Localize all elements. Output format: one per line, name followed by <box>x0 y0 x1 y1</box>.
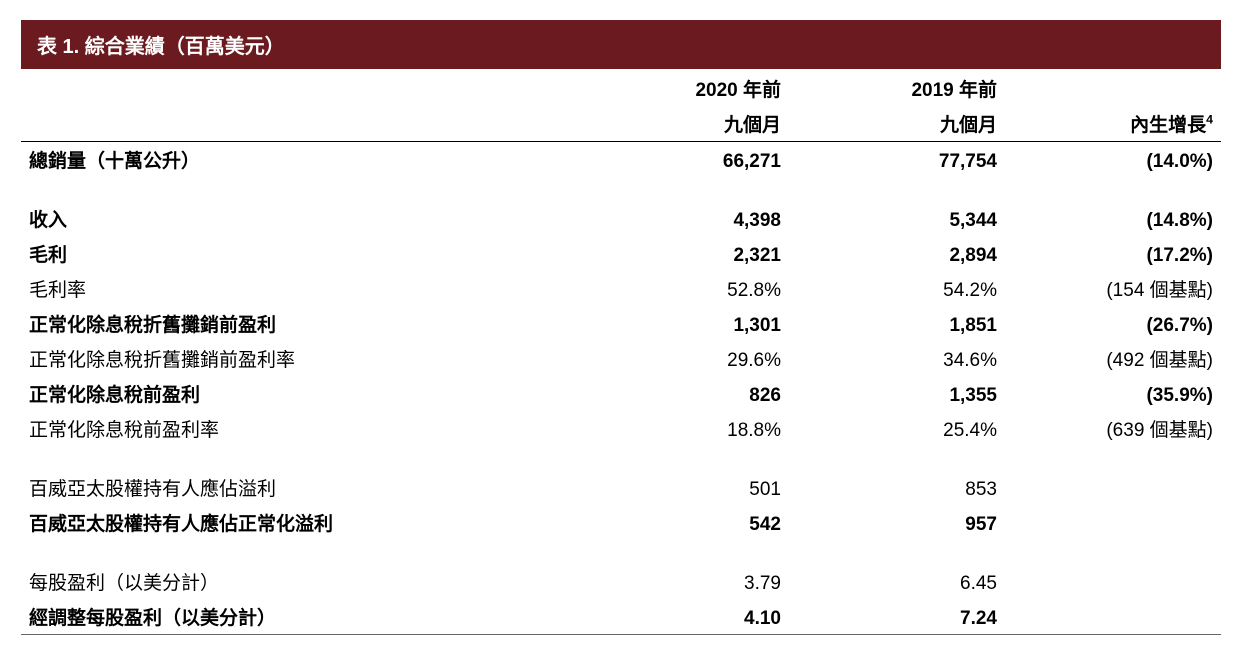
header-row-2: 九個月 九個月 內生增長4 <box>21 106 1221 142</box>
row-c1: 29.6% <box>573 341 789 376</box>
row-c3 <box>1005 564 1221 599</box>
table-row: 毛利率 52.8% 54.2% (154 個基點) <box>21 271 1221 306</box>
table-row: 正常化除息稅折舊攤銷前盈利率 29.6% 34.6% (492 個基點) <box>21 341 1221 376</box>
table-row: 毛利 2,321 2,894 (17.2%) <box>21 236 1221 271</box>
table-row: 百威亞太股權持有人應佔正常化溢利 542 957 <box>21 505 1221 540</box>
row-c2: 1,851 <box>789 306 1005 341</box>
spacer-row <box>21 446 1221 470</box>
row-label: 正常化除息稅前盈利 <box>21 376 573 411</box>
col3-header-l1 <box>1005 71 1221 106</box>
row-c3: (639 個基點) <box>1005 411 1221 446</box>
row-label: 正常化除息稅前盈利率 <box>21 411 573 446</box>
row-label: 毛利率 <box>21 271 573 306</box>
row-c3: (154 個基點) <box>1005 271 1221 306</box>
spacer-row <box>21 177 1221 201</box>
table-title-bar: 表 1. 綜合業績（百萬美元） <box>21 20 1221 69</box>
row-c3: (14.8%) <box>1005 201 1221 236</box>
row-c3 <box>1005 505 1221 540</box>
table-row: 收入 4,398 5,344 (14.8%) <box>21 201 1221 236</box>
col1-header-l2: 九個月 <box>573 106 789 142</box>
row-label: 百威亞太股權持有人應佔正常化溢利 <box>21 505 573 540</box>
col2-header-l1: 2019 年前 <box>789 71 1005 106</box>
table-title: 表 1. 綜合業績（百萬美元） <box>37 36 285 58</box>
col3-header-l2: 內生增長4 <box>1005 106 1221 142</box>
row-label: 百威亞太股權持有人應佔溢利 <box>21 470 573 505</box>
row-c1: 66,271 <box>573 142 789 178</box>
row-c2: 54.2% <box>789 271 1005 306</box>
table-row: 經調整每股盈利（以美分計） 4.10 7.24 <box>21 599 1221 635</box>
row-c3 <box>1005 470 1221 505</box>
header-row-1: 2020 年前 2019 年前 <box>21 71 1221 106</box>
row-c1: 18.8% <box>573 411 789 446</box>
row-c3: (26.7%) <box>1005 306 1221 341</box>
row-c1: 826 <box>573 376 789 411</box>
row-c1: 52.8% <box>573 271 789 306</box>
table-row: 正常化除息稅前盈利率 18.8% 25.4% (639 個基點) <box>21 411 1221 446</box>
row-c3: (492 個基點) <box>1005 341 1221 376</box>
row-c1: 501 <box>573 470 789 505</box>
row-label: 正常化除息稅折舊攤銷前盈利 <box>21 306 573 341</box>
row-c1: 4,398 <box>573 201 789 236</box>
table-row: 每股盈利（以美分計） 3.79 6.45 <box>21 564 1221 599</box>
table-row: 百威亞太股權持有人應佔溢利 501 853 <box>21 470 1221 505</box>
col2-header-l2: 九個月 <box>789 106 1005 142</box>
row-c1: 4.10 <box>573 599 789 635</box>
row-c3: (17.2%) <box>1005 236 1221 271</box>
table-row: 正常化除息稅折舊攤銷前盈利 1,301 1,851 (26.7%) <box>21 306 1221 341</box>
row-c2: 1,355 <box>789 376 1005 411</box>
row-label: 每股盈利（以美分計） <box>21 564 573 599</box>
row-c2: 2,894 <box>789 236 1005 271</box>
col1-header-l1: 2020 年前 <box>573 71 789 106</box>
row-label: 毛利 <box>21 236 573 271</box>
row-c1: 542 <box>573 505 789 540</box>
row-c1: 3.79 <box>573 564 789 599</box>
row-c2: 34.6% <box>789 341 1005 376</box>
row-c3: (14.0%) <box>1005 142 1221 178</box>
table-row: 總銷量（十萬公升） 66,271 77,754 (14.0%) <box>21 142 1221 178</box>
row-c1: 2,321 <box>573 236 789 271</box>
row-c2: 77,754 <box>789 142 1005 178</box>
row-c1: 1,301 <box>573 306 789 341</box>
row-c2: 853 <box>789 470 1005 505</box>
financial-table: 2020 年前 2019 年前 九個月 九個月 內生增長4 總銷量（十萬公升） … <box>21 71 1221 635</box>
table-row: 正常化除息稅前盈利 826 1,355 (35.9%) <box>21 376 1221 411</box>
col3-header-sup: 4 <box>1206 113 1213 127</box>
row-c2: 25.4% <box>789 411 1005 446</box>
col3-header-text: 內生增長 <box>1130 115 1206 136</box>
row-c2: 6.45 <box>789 564 1005 599</box>
row-label: 經調整每股盈利（以美分計） <box>21 599 573 635</box>
row-c3: (35.9%) <box>1005 376 1221 411</box>
row-c3 <box>1005 599 1221 635</box>
row-label: 正常化除息稅折舊攤銷前盈利率 <box>21 341 573 376</box>
spacer-row <box>21 540 1221 564</box>
row-label: 總銷量（十萬公升） <box>21 142 573 178</box>
row-c2: 957 <box>789 505 1005 540</box>
row-c2: 5,344 <box>789 201 1005 236</box>
row-label: 收入 <box>21 201 573 236</box>
row-c2: 7.24 <box>789 599 1005 635</box>
